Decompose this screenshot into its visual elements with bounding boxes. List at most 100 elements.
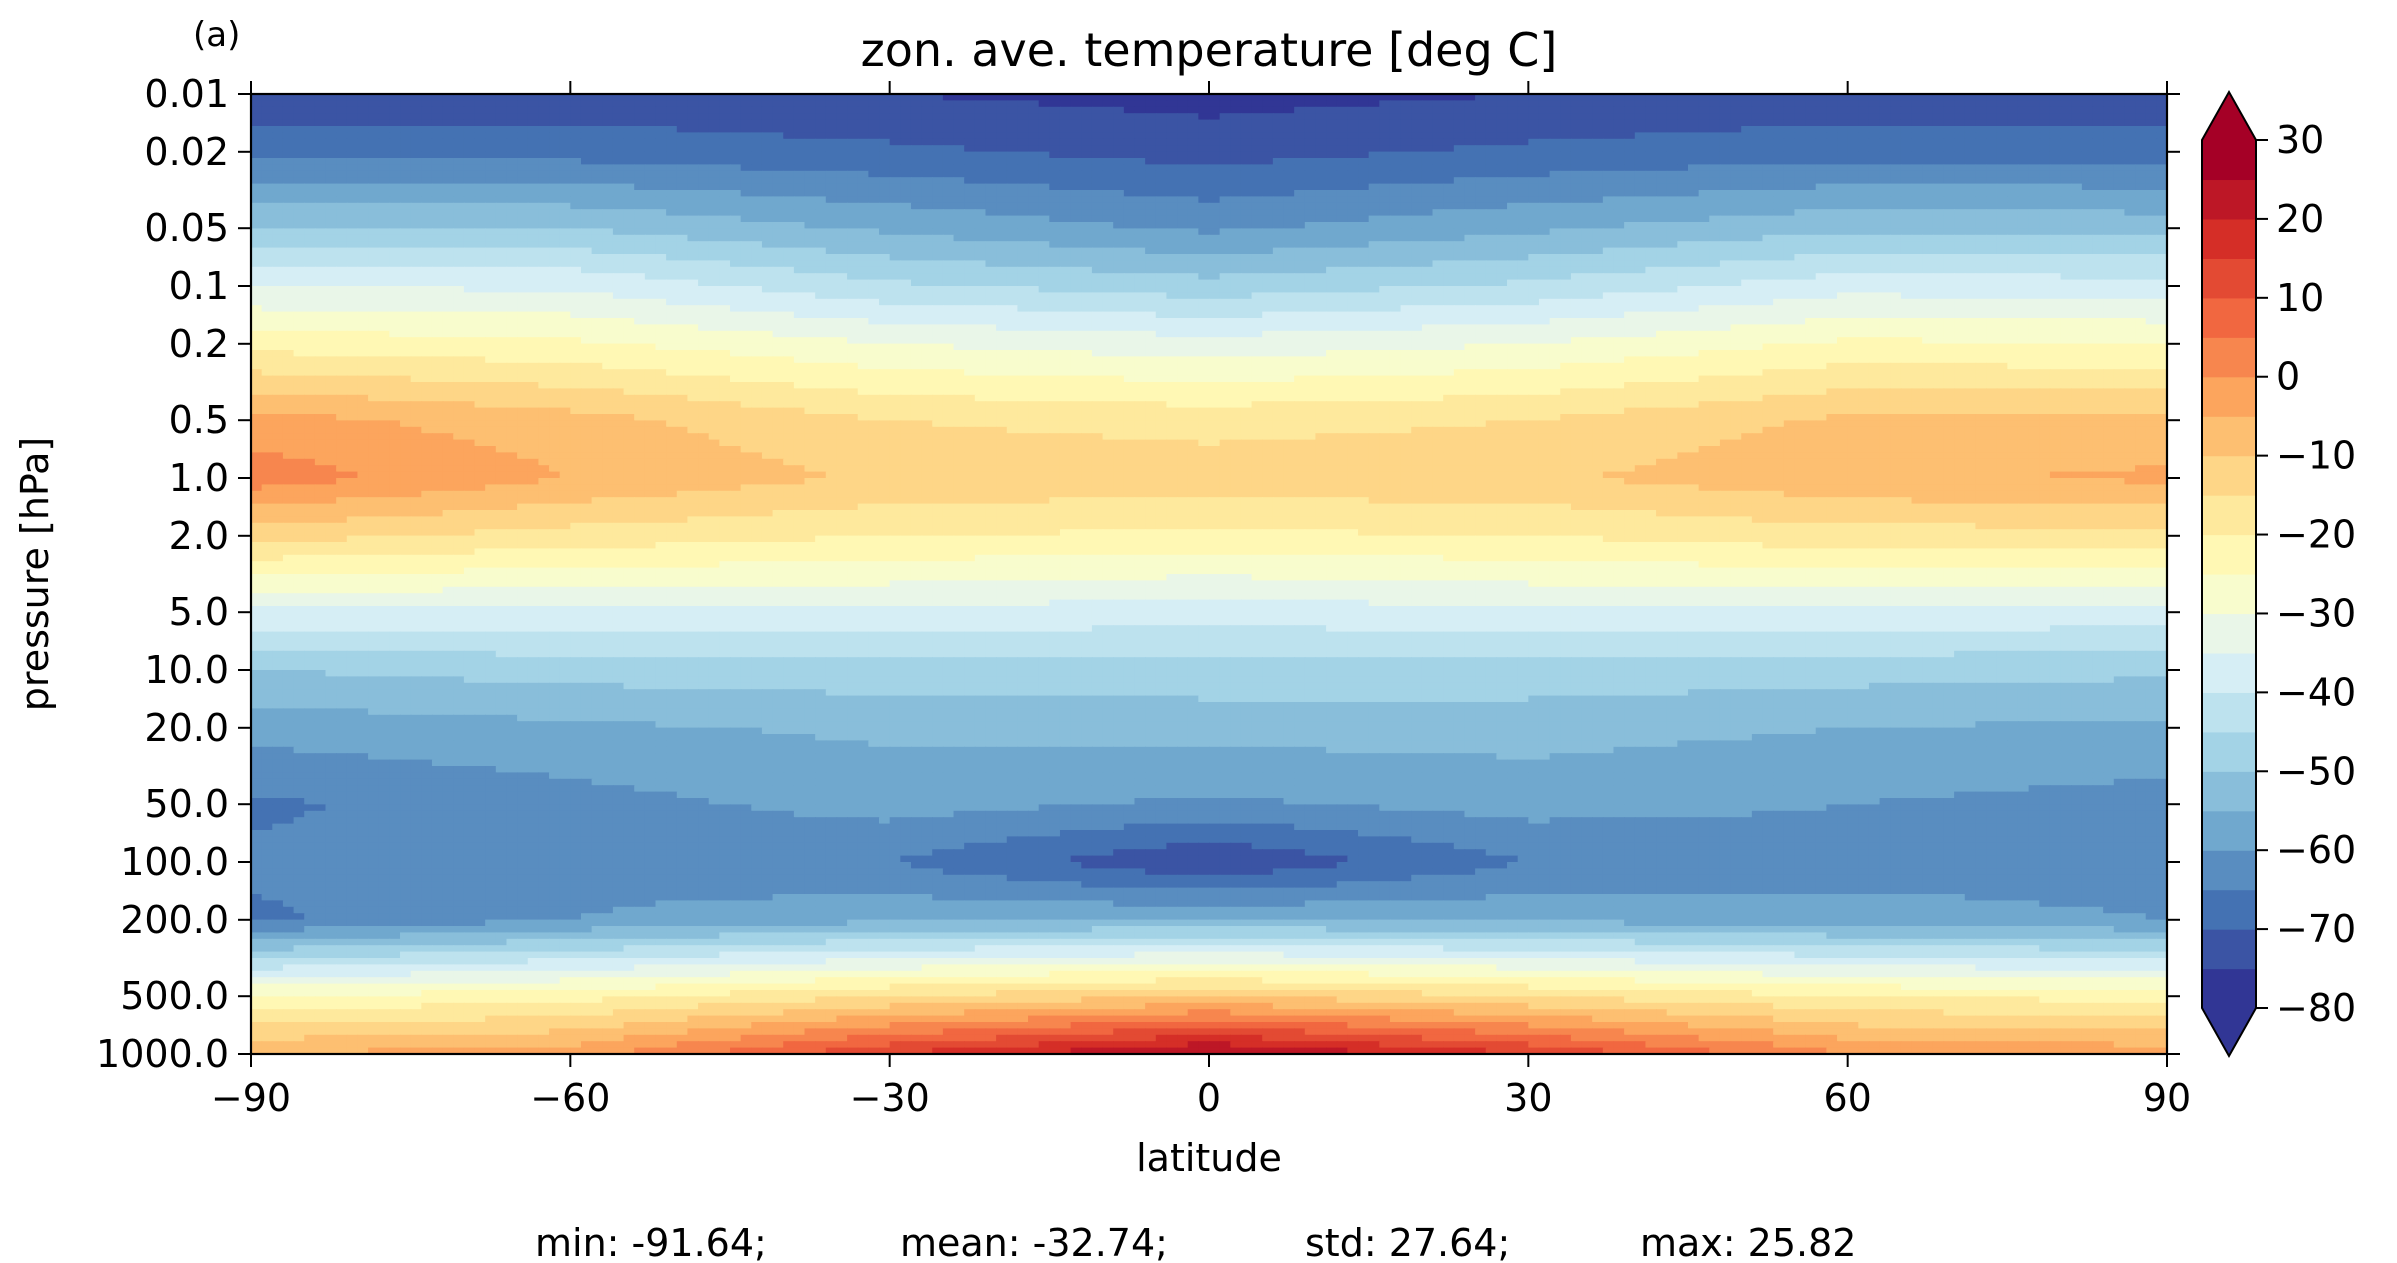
field-cell	[1124, 126, 1135, 133]
field-cell	[975, 139, 986, 146]
field-cell	[1156, 228, 1167, 235]
field-cell	[1805, 216, 1816, 223]
field-cell	[1741, 164, 1752, 171]
field-cell	[1028, 113, 1039, 120]
field-cell	[1028, 216, 1039, 223]
field-cell	[2007, 113, 2018, 120]
field-cell	[975, 132, 986, 139]
field-cell	[1688, 107, 1699, 114]
field-cell	[326, 228, 337, 235]
field-cell	[549, 139, 560, 146]
field-cell	[2071, 158, 2082, 165]
field-cell	[1177, 209, 1188, 216]
field-cell	[1582, 184, 1593, 191]
field-cell	[1752, 222, 1763, 229]
field-cell	[379, 216, 390, 223]
field-cell	[602, 196, 613, 203]
field-cell	[1177, 132, 1188, 139]
field-cell	[336, 196, 347, 203]
field-cell	[1763, 203, 1774, 210]
field-cell	[1486, 222, 1497, 229]
field-cell	[1816, 100, 1827, 107]
field-cell	[1326, 222, 1337, 229]
field-cell	[326, 216, 337, 223]
field-cell	[1060, 177, 1071, 184]
field-cell	[1028, 139, 1039, 146]
field-cell	[1720, 145, 1731, 152]
field-cell	[1496, 203, 1507, 210]
field-cell	[1763, 152, 1774, 159]
field-cell	[730, 139, 741, 146]
field-cell	[1741, 209, 1752, 216]
field-cell	[2007, 152, 2018, 159]
field-cell	[357, 158, 368, 165]
field-cell	[709, 216, 720, 223]
field-cell	[1997, 145, 2008, 152]
field-cell	[1443, 164, 1454, 171]
field-cell	[506, 152, 517, 159]
field-cell	[624, 209, 635, 216]
field-cell	[2029, 100, 2040, 107]
field-cell	[1284, 113, 1295, 120]
field-cell	[655, 209, 666, 216]
field-cell	[2082, 196, 2093, 203]
field-cell	[400, 132, 411, 139]
field-cell	[1763, 184, 1774, 191]
field-cell	[858, 196, 869, 203]
field-cell	[1401, 164, 1412, 171]
field-cell	[379, 177, 390, 184]
field-cell	[1081, 190, 1092, 197]
field-cell	[624, 222, 635, 229]
field-cell	[1017, 171, 1028, 178]
field-cell	[826, 126, 837, 133]
field-cell	[570, 107, 581, 114]
field-cell	[1826, 190, 1837, 197]
field-cell	[1188, 196, 1199, 203]
field-cell	[964, 177, 975, 184]
field-cell	[602, 139, 613, 146]
field-cell	[1677, 190, 1688, 197]
field-cell	[485, 113, 496, 120]
field-cell	[1475, 100, 1486, 107]
field-cell	[773, 184, 784, 191]
field-cell	[2146, 228, 2157, 235]
field-cell	[1816, 164, 1827, 171]
field-cell	[1912, 171, 1923, 178]
field-cell	[1007, 203, 1018, 210]
field-cell	[1230, 132, 1241, 139]
field-cell	[475, 164, 486, 171]
field-cell	[1475, 145, 1486, 152]
field-cell	[1731, 222, 1742, 229]
field-cell	[432, 126, 443, 133]
field-cell	[655, 132, 666, 139]
field-cell	[1699, 152, 1710, 159]
field-cell	[677, 126, 688, 133]
field-cell	[1124, 100, 1135, 107]
field-cell	[421, 171, 432, 178]
field-cell	[1092, 171, 1103, 178]
field-cell	[1209, 222, 1220, 229]
field-cell	[2082, 107, 2093, 114]
field-cell	[432, 113, 443, 120]
field-cell	[1922, 107, 1933, 114]
field-cell	[1241, 196, 1252, 203]
field-cell	[251, 164, 262, 171]
field-cell	[1464, 177, 1475, 184]
field-cell	[1124, 190, 1135, 197]
field-cell	[1837, 196, 1848, 203]
field-cell	[1773, 113, 1784, 120]
field-cell	[677, 184, 688, 191]
field-cell	[389, 100, 400, 107]
field-cell	[2092, 228, 2103, 235]
field-cell	[1869, 152, 1880, 159]
field-cell	[485, 152, 496, 159]
field-cell	[326, 203, 337, 210]
field-cell	[1794, 216, 1805, 223]
field-cell	[1028, 100, 1039, 107]
field-cell	[996, 107, 1007, 114]
field-cell	[1422, 184, 1433, 191]
field-cell	[847, 216, 858, 223]
field-cell	[1933, 222, 1944, 229]
field-cell	[868, 145, 879, 152]
field-cell	[1049, 216, 1060, 223]
